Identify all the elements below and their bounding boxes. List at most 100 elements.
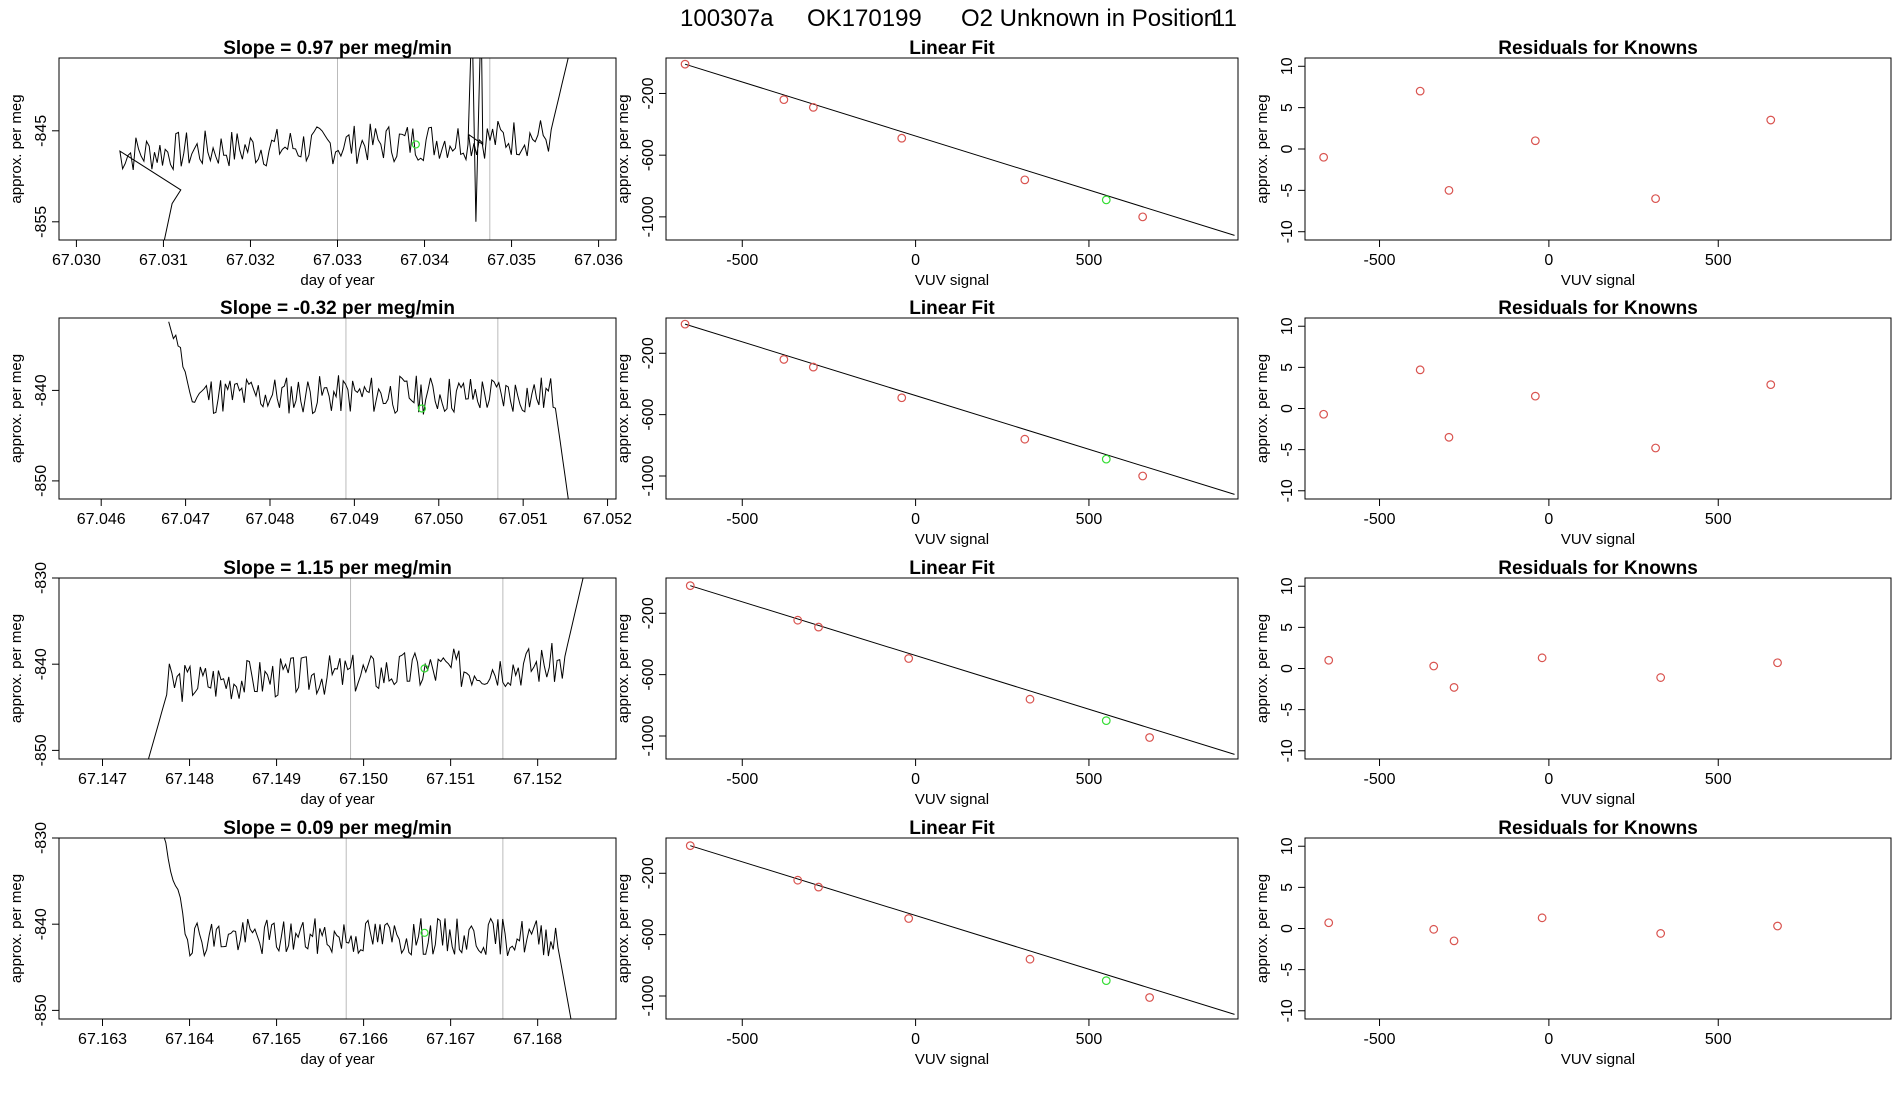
x-axis-label: VUV signal bbox=[1561, 272, 1635, 289]
x-tick-label: -500 bbox=[726, 252, 758, 269]
y-tick-label: -200 bbox=[640, 77, 657, 109]
panel-title: Slope = 0.09 per meg/min bbox=[223, 818, 452, 839]
y-axis-label: approx. per meg bbox=[615, 354, 632, 463]
x-tick-label: 67.052 bbox=[583, 511, 632, 528]
y-tick-label: -600 bbox=[640, 139, 657, 171]
x-tick-label: 67.031 bbox=[139, 252, 188, 269]
y-tick-label: -840 bbox=[33, 374, 50, 406]
fit-line bbox=[684, 323, 1235, 495]
y-tick-label: 10 bbox=[1279, 577, 1296, 595]
unknown-point bbox=[411, 140, 420, 149]
x-axis-label: VUV signal bbox=[915, 531, 989, 548]
y-tick-label: 5 bbox=[1279, 103, 1296, 112]
y-tick-label: 10 bbox=[1279, 837, 1296, 855]
known-point bbox=[1766, 115, 1776, 125]
known-point bbox=[1530, 391, 1540, 401]
y-tick-label: -845 bbox=[33, 115, 50, 147]
known-point bbox=[1020, 175, 1030, 185]
series-trace bbox=[147, 578, 584, 759]
x-tick-label: 67.047 bbox=[161, 511, 210, 528]
x-axis-label: day of year bbox=[300, 791, 374, 808]
plot-area bbox=[163, 838, 572, 1019]
y-tick-label: -840 bbox=[33, 908, 50, 940]
y-tick-label: 5 bbox=[1279, 363, 1296, 372]
y-axis-label: approx. per meg bbox=[1254, 614, 1271, 723]
panel-0-2: Residuals for Knowns -500 0 500 -10 -5 0 5 10 VUV… bbox=[1254, 38, 1892, 289]
known-point bbox=[808, 102, 818, 112]
x-tick-label: 0 bbox=[911, 252, 920, 269]
known-point bbox=[685, 581, 695, 591]
panel-frame bbox=[58, 837, 617, 1020]
known-point bbox=[1319, 152, 1329, 162]
y-axis-label: approx. per meg bbox=[1254, 94, 1271, 203]
y-tick-label: -5 bbox=[1279, 183, 1296, 197]
known-point bbox=[1319, 409, 1329, 419]
panel-title: Slope = -0.32 per meg/min bbox=[220, 298, 455, 319]
panel-frame bbox=[1304, 837, 1892, 1020]
x-tick-label: 67.167 bbox=[426, 1031, 475, 1048]
x-tick-label: 67.046 bbox=[77, 511, 126, 528]
plot-area bbox=[119, 58, 569, 240]
plot-area bbox=[147, 578, 584, 759]
y-tick-label: -1000 bbox=[640, 196, 657, 237]
y-tick-label: -840 bbox=[33, 648, 50, 680]
y-tick-label: 5 bbox=[1279, 623, 1296, 632]
y-tick-label: -600 bbox=[640, 659, 657, 691]
known-point bbox=[1449, 683, 1459, 692]
panel-frame bbox=[58, 317, 617, 500]
panel-1-1: Linear Fit -500 0 500 -200 -600 -1000 VUV signa… bbox=[615, 298, 1239, 548]
x-axis-label: VUV signal bbox=[915, 791, 989, 808]
x-tick-label: 67.035 bbox=[487, 252, 536, 269]
known-point bbox=[1429, 924, 1439, 934]
figure-title: 100307a OK170199 O2 Unknown in Position … bbox=[680, 5, 1237, 32]
panel-2-2: Residuals for Knowns -500 0 500 -10 -5 0 5 10 VUV… bbox=[1254, 558, 1892, 808]
panel-0-1: Linear Fit -500 0 500 -200 -600 -1000 VUV signa… bbox=[615, 38, 1239, 289]
y-tick-label: -10 bbox=[1279, 479, 1296, 502]
plot-area bbox=[1319, 86, 1776, 204]
panel-grid: Slope = 0.97 per meg/min 67.030 67.031 67.0… bbox=[8, 38, 1892, 1068]
x-tick-label: 67.051 bbox=[499, 511, 548, 528]
series-trace bbox=[119, 58, 569, 240]
panel-title: Linear Fit bbox=[909, 818, 995, 839]
x-tick-label: 67.163 bbox=[78, 1031, 127, 1048]
x-axis-label: VUV signal bbox=[1561, 1051, 1635, 1068]
x-tick-label: 0 bbox=[1544, 1031, 1553, 1048]
panel-3-0: Slope = 0.09 per meg/min 67.163 67.164 67.1… bbox=[8, 818, 617, 1068]
panel-title: Residuals for Knowns bbox=[1498, 298, 1698, 319]
y-axis-label: approx. per meg bbox=[615, 874, 632, 983]
x-tick-label: 500 bbox=[1076, 252, 1103, 269]
panel-frame bbox=[1304, 577, 1892, 760]
x-tick-label: 67.033 bbox=[313, 252, 362, 269]
y-tick-label: -830 bbox=[33, 822, 50, 854]
x-tick-label: 67.165 bbox=[252, 1031, 301, 1048]
y-tick-label: -850 bbox=[33, 994, 50, 1026]
unknown-point bbox=[420, 928, 429, 937]
panel-title: Slope = 1.15 per meg/min bbox=[223, 558, 452, 579]
y-tick-label: 10 bbox=[1279, 317, 1296, 335]
x-tick-label: 0 bbox=[1544, 771, 1553, 788]
known-point bbox=[1537, 913, 1547, 923]
known-point bbox=[680, 319, 690, 329]
x-tick-label: 500 bbox=[1705, 252, 1732, 269]
fit-line bbox=[690, 585, 1235, 755]
y-tick-label: -10 bbox=[1279, 739, 1296, 762]
unknown-point bbox=[1101, 195, 1111, 205]
x-tick-label: 0 bbox=[911, 1031, 920, 1048]
x-tick-label: 67.034 bbox=[400, 252, 449, 269]
y-tick-label: -200 bbox=[640, 337, 657, 369]
y-tick-label: -830 bbox=[33, 562, 50, 594]
panel-3-1: Linear Fit -500 0 500 -200 -600 -1000 VUV signa… bbox=[615, 818, 1239, 1068]
panel-title: Residuals for Knowns bbox=[1498, 558, 1698, 579]
y-tick-label: -1000 bbox=[640, 715, 657, 756]
y-axis-label: approx. per meg bbox=[615, 94, 632, 203]
unknown-point bbox=[1101, 976, 1111, 986]
panel-1-2: Residuals for Knowns -500 0 500 -10 -5 0 5 10 VUV… bbox=[1254, 298, 1892, 548]
x-axis-label: VUV signal bbox=[915, 1051, 989, 1068]
unknown-point bbox=[1101, 716, 1111, 726]
known-point bbox=[793, 615, 803, 625]
panel-title: Residuals for Knowns bbox=[1498, 818, 1698, 839]
y-tick-label: -1000 bbox=[640, 455, 657, 496]
known-point bbox=[1656, 673, 1666, 682]
x-tick-label: 67.036 bbox=[574, 252, 623, 269]
panel-frame bbox=[58, 577, 617, 760]
